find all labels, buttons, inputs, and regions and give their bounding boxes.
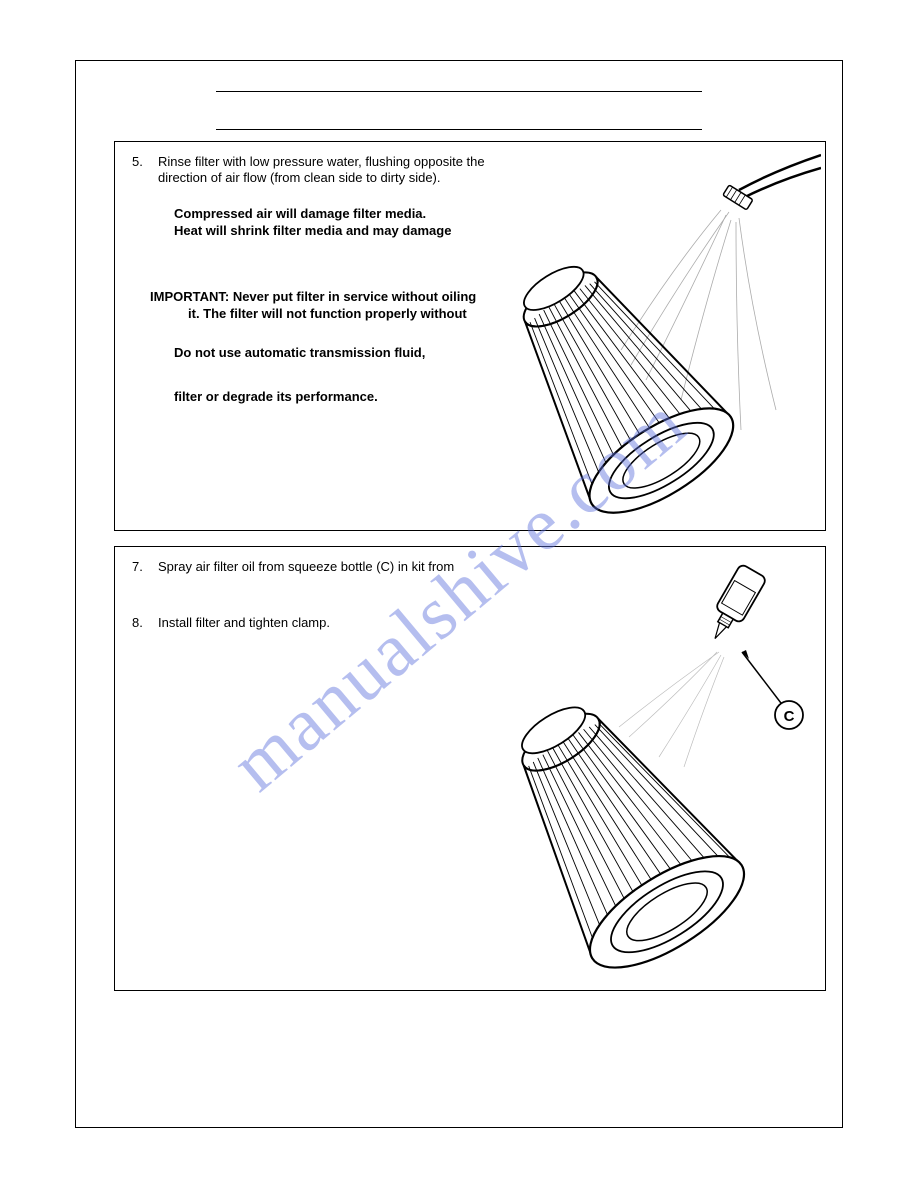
header-rule-1 (216, 91, 702, 92)
note-line-1: Do not use automatic transmission fluid, (174, 345, 530, 361)
note-line-2: filter or degrade its performance. (174, 389, 530, 405)
page-frame: 5. Rinse filter with low pressure water,… (75, 60, 843, 1128)
figure-2-oil: C (449, 557, 819, 977)
step-5-text: Rinse filter with low pressure water, fl… (152, 154, 530, 187)
instruction-box-2: 7. Spray air filter oil from squeeze bot… (114, 546, 826, 991)
instruction-box-1: 5. Rinse filter with low pressure water,… (114, 141, 826, 531)
important-label: IMPORTANT: (150, 289, 233, 304)
important-text-2: it. The filter will not function properl… (150, 305, 530, 323)
step-5-number: 5. (130, 154, 152, 187)
filter-oil-illustration: C (449, 557, 819, 977)
filter-rinse-illustration (481, 150, 821, 520)
box1-text-column: 5. Rinse filter with low pressure water,… (130, 154, 530, 405)
important-text-1: Never put filter in service without oili… (233, 289, 476, 304)
step-7-number: 7. (130, 559, 152, 575)
step-5: 5. Rinse filter with low pressure water,… (130, 154, 530, 187)
figure-1-rinse (481, 150, 821, 520)
step-8-number: 8. (130, 615, 152, 631)
warning-line-2: Heat will shrink filter media and may da… (174, 222, 530, 240)
header-rule-2 (216, 129, 702, 130)
important-block: IMPORTANT: Never put filter in service w… (150, 288, 530, 323)
warning-line-1: Compressed air will damage filter media. (174, 205, 530, 223)
callout-c-label: C (784, 708, 795, 725)
